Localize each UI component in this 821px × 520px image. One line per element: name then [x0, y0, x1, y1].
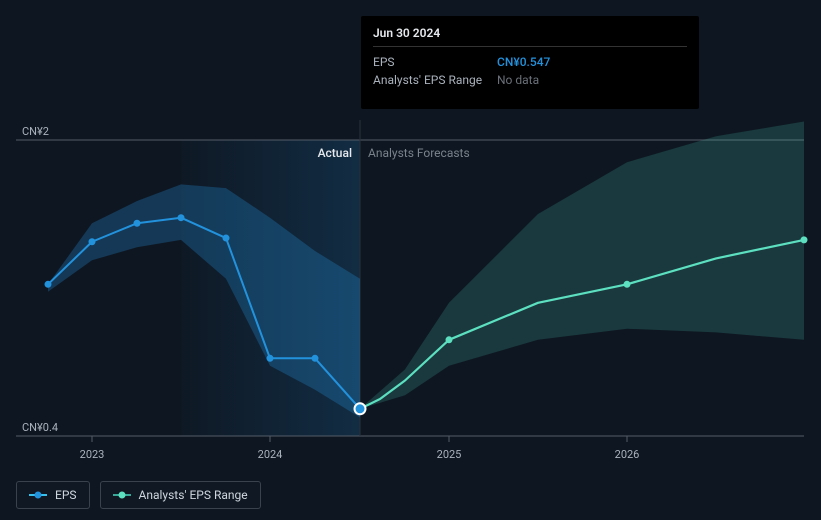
x-axis-label: 2024 — [258, 448, 283, 461]
legend-item[interactable]: Analysts' EPS Range — [100, 481, 261, 509]
x-axis-label: 2026 — [615, 448, 640, 461]
forecast-label: Analysts Forecasts — [368, 146, 470, 160]
eps-point[interactable] — [312, 355, 319, 362]
chart-tooltip: Jun 30 2024EPSCN¥0.547Analysts' EPS Rang… — [361, 16, 699, 109]
forecast-point[interactable] — [801, 236, 808, 243]
eps-point[interactable] — [267, 355, 274, 362]
forecast-point[interactable] — [446, 336, 453, 343]
legend-item[interactable]: EPS — [16, 481, 90, 509]
legend-label: EPS — [55, 488, 77, 502]
eps-chart: CN¥2 CN¥0.4 2023 2024 2025 2026 Actual Analysts… — [0, 0, 821, 520]
tooltip-key: EPS — [373, 53, 489, 71]
forecast-band — [360, 122, 804, 409]
y-axis-bottom-label: CN¥0.4 — [22, 421, 58, 434]
forecast-point[interactable] — [624, 281, 631, 288]
legend-label: Analysts' EPS Range — [139, 488, 248, 502]
highlight-point[interactable] — [355, 403, 366, 414]
tooltip-value: No data — [497, 71, 539, 89]
eps-point[interactable] — [89, 238, 96, 245]
tooltip-row: Analysts' EPS Range No data — [373, 71, 687, 89]
legend-swatch-icon — [29, 491, 47, 499]
tooltip-row: EPS CN¥0.547 — [373, 53, 687, 71]
eps-point[interactable] — [45, 281, 52, 288]
tooltip-date: Jun 30 2024 — [373, 26, 687, 40]
chart-legend: EPS Analysts' EPS Range — [16, 481, 261, 509]
tooltip-divider — [373, 46, 687, 47]
actual-label: Actual — [300, 146, 352, 160]
eps-point[interactable] — [178, 214, 185, 221]
eps-point[interactable] — [223, 235, 230, 242]
y-axis-top-label: CN¥2 — [22, 125, 49, 138]
x-axis-label: 2025 — [437, 448, 462, 461]
legend-swatch-icon — [113, 491, 131, 499]
x-axis-label: 2023 — [80, 448, 105, 461]
tooltip-key: Analysts' EPS Range — [373, 71, 489, 89]
tooltip-value: CN¥0.547 — [497, 53, 550, 71]
eps-point[interactable] — [134, 220, 141, 227]
